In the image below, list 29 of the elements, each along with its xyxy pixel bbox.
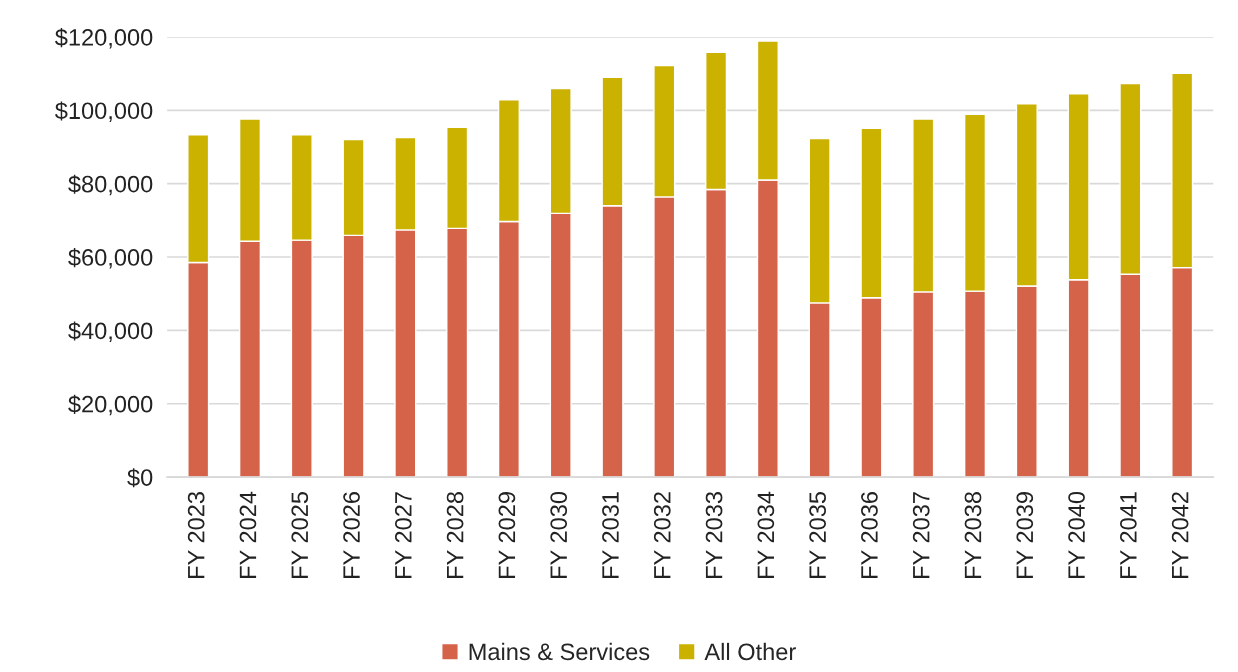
y-tick-label: $0 (127, 468, 153, 488)
x-tick-label: FY 2025 (291, 491, 309, 578)
legend-label: All Other (704, 642, 796, 661)
x-tick-label: FY 2038 (964, 492, 982, 578)
y-tick-label: $100,000 (55, 101, 153, 122)
x-tick-label: FY 2037 (912, 492, 930, 578)
y-tick-label: $80,000 (68, 174, 153, 196)
x-tick-label: FY 2023 (187, 492, 205, 578)
x-tick-label: FY 2029 (498, 492, 516, 578)
y-tick-label: $120,000 (55, 28, 153, 49)
x-tick-label: FY 2042 (1171, 492, 1189, 578)
legend-label: Mains & Services (469, 642, 650, 661)
x-tick-label: FY 2030 (550, 491, 568, 578)
y-tick-label: $20,000 (68, 394, 153, 416)
x-tick-label: FY 2035 (809, 491, 826, 578)
x-tick-label: FY 2040 (1068, 491, 1085, 578)
x-tick-label: FY 2034 (757, 491, 775, 578)
y-tick-label: $60,000 (68, 248, 153, 269)
y-tick-label: $40,000 (68, 321, 153, 342)
x-tick-label: FY 2033 (705, 492, 723, 578)
x-tick-label: FY 2028 (446, 492, 464, 578)
x-tick-label: FY 2031 (602, 492, 619, 578)
x-tick-label: FY 2024 (239, 491, 257, 578)
x-tick-label: FY 2041 (1120, 492, 1137, 578)
x-tick-label: FY 2026 (343, 492, 360, 578)
x-tick-label: FY 2039 (1016, 492, 1034, 578)
x-tick-label: FY 2027 (394, 492, 412, 578)
x-tick-label: FY 2036 (861, 492, 878, 578)
x-tick-label: FY 2032 (653, 492, 671, 578)
